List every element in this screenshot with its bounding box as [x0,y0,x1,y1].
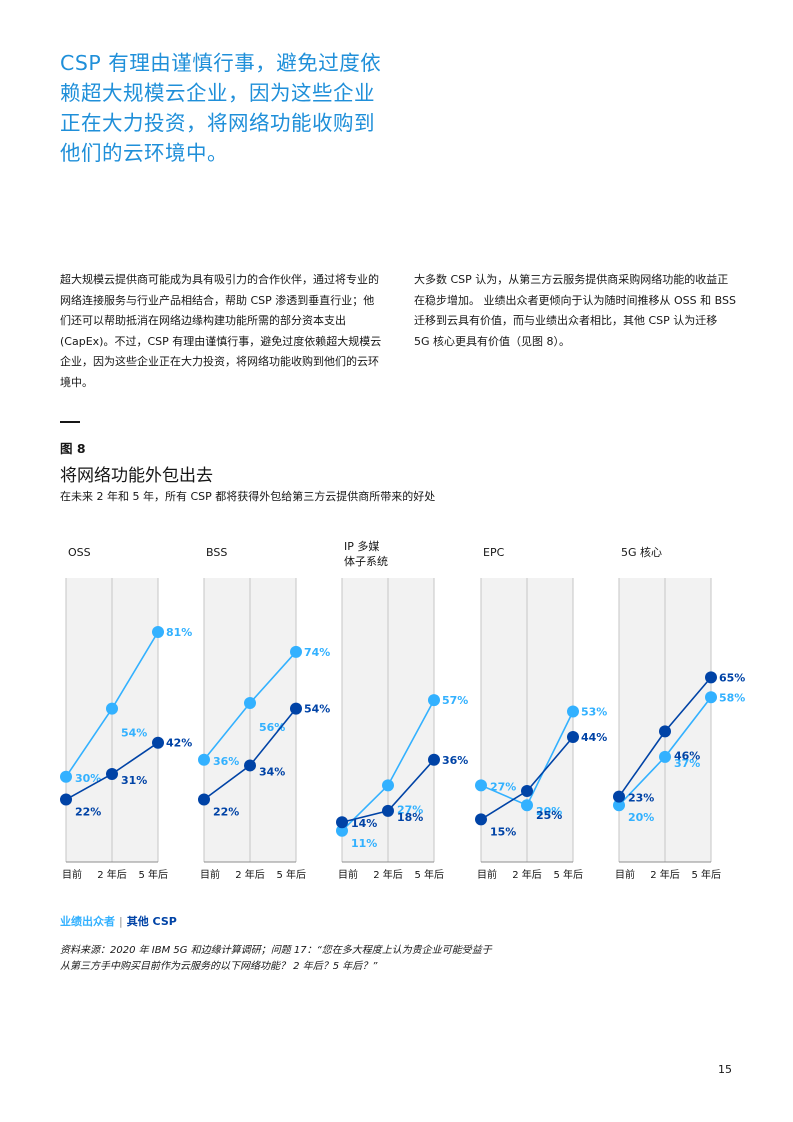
body-text-left: 超大规模云提供商可能成为具有吸引力的合作伙伴，通过将专业的网络连接服务与行业产品… [60,273,382,389]
data-label: 65% [719,671,745,684]
data-label: 36% [213,755,239,768]
x-tick-label: 2 年后 [97,868,127,881]
data-label: 18% [397,811,423,824]
panel-title: EPC [483,546,505,559]
data-point-outperformers [475,779,487,792]
data-point-others [428,753,440,766]
data-point-others [152,736,164,749]
panel-title: BSS [206,546,227,559]
data-point-outperformers [106,702,118,715]
data-label: 20% [628,811,654,824]
data-point-others [336,816,348,829]
x-tick-label: 5 年后 [414,868,444,881]
pull-quote: CSP 有理由谨慎行事，避免过度依赖超大规模云企业，因为这些企业正在大力投资，将… [60,51,382,165]
data-point-others [475,813,487,826]
data-label: 81% [166,626,192,639]
panel-title: IP 多媒 [344,539,379,553]
data-label: 14% [351,817,377,830]
x-tick-label: 2 年后 [512,868,542,881]
data-point-others [106,767,118,780]
x-tick-label: 2 年后 [373,868,403,881]
data-label: 54% [121,727,147,740]
data-label: 11% [351,837,377,850]
data-label: 36% [442,754,468,767]
data-label: 23% [628,792,654,805]
data-label: 58% [719,691,745,704]
data-label: 42% [166,737,192,750]
data-point-outperformers [613,799,625,812]
outsourcing-chart: OSS 目前 2 年后 5 年后 30% 54% 81% 22% 31% 42% BSS 目前 2 年后… [60,539,745,881]
data-label: 27% [397,803,423,816]
data-point-others [705,671,717,684]
body-text-right: 大多数 CSP 认为，从第三方云服务提供商采购网络功能的收益正在稳步增加。 业绩… [414,273,736,348]
source-note: 资料来源：2020 年 IBM 5G 和边缘计算调研；问题 17：“您在多大程度… [60,945,492,972]
data-point-others [659,725,671,738]
data-point-others [290,702,302,715]
data-label: 25% [536,809,562,822]
x-tick-label: 目前 [615,868,635,881]
data-point-outperformers [152,625,164,638]
data-label: 20% [536,805,562,818]
data-point-outperformers [659,750,671,763]
data-label: 34% [259,765,285,778]
data-point-outperformers [705,691,717,704]
panel-title: OSS [68,546,91,559]
data-label: 22% [213,806,239,819]
legend-outperformers: 业绩出众者 [60,915,115,928]
data-point-outperformers [60,770,72,783]
x-tick-label: 5 年后 [138,868,168,881]
data-point-others [613,790,625,803]
panel-title-line2: 体子系统 [344,554,388,568]
x-tick-label: 目前 [62,868,82,881]
data-label: 15% [490,825,516,838]
data-point-others [60,793,72,806]
section-rule [60,421,80,423]
figure-subtitle: 在未来 2 年和 5 年，所有 CSP 都将获得外包给第三方云提供商所带来的好处 [60,490,436,503]
x-tick-label: 5 年后 [276,868,306,881]
data-label: 31% [121,774,147,787]
x-tick-label: 2 年后 [235,868,265,881]
data-label: 54% [304,703,330,716]
data-label: 44% [581,731,607,744]
x-tick-label: 5 年后 [691,868,721,881]
data-label: 37% [674,757,700,770]
data-label: 74% [304,646,330,659]
data-point-outperformers [198,753,210,766]
x-tick-label: 目前 [200,868,220,881]
data-point-others [198,793,210,806]
data-point-others [567,731,579,744]
legend-others: 其他 CSP [126,915,177,928]
x-tick-label: 2 年后 [650,868,680,881]
figure-label: 图 8 [60,441,86,456]
data-point-outperformers [521,799,533,812]
data-label: 30% [75,772,101,785]
page-number: 15 [718,1063,732,1076]
data-point-outperformers [382,779,394,792]
data-point-outperformers [244,696,256,709]
legend-separator: | [119,915,123,928]
chart-legend: 业绩出众者 | 其他 CSP [60,913,177,929]
x-tick-label: 目前 [477,868,497,881]
data-label: 27% [490,780,516,793]
data-label: 57% [442,694,468,707]
panel-title: 5G 核心 [621,545,662,559]
data-point-others [244,759,256,772]
data-point-outperformers [428,694,440,707]
data-point-outperformers [336,824,348,837]
data-point-outperformers [567,705,579,718]
data-point-outperformers [290,645,302,658]
data-point-others [382,804,394,817]
data-label: 53% [581,705,607,718]
data-point-others [521,785,533,797]
x-tick-label: 目前 [338,868,358,881]
x-tick-label: 5 年后 [553,868,583,881]
data-label: 46% [674,749,700,762]
figure-title: 将网络功能外包出去 [60,466,213,486]
data-label: 22% [75,806,101,819]
